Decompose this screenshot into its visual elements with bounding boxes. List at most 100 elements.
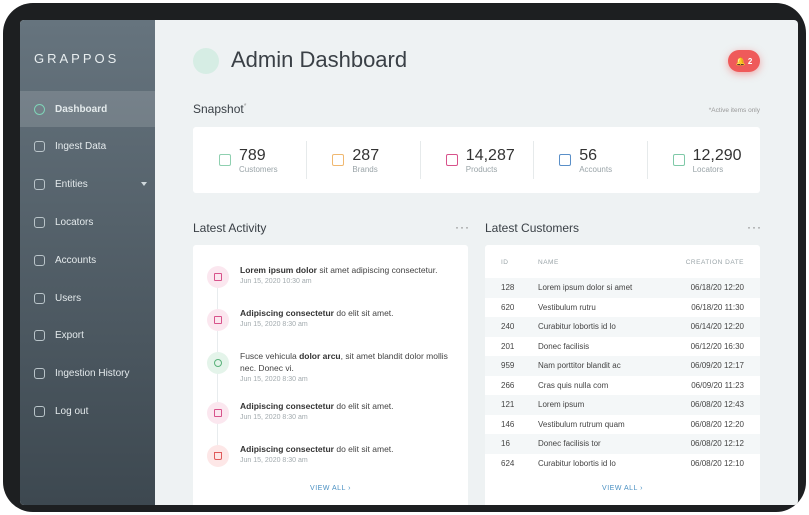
menu-icon [34,292,45,304]
menu-item[interactable]: Dashboard [20,91,155,127]
cell: 624 [501,458,515,468]
menu-item[interactable]: Users [20,280,155,316]
cell: Vestibulum rutrum quam [538,419,625,429]
text-part: Adipiscing consectetur [240,308,334,318]
activity-icon [207,445,229,467]
cell: Lorem ipsum dolor si amet [538,283,633,293]
screen: GRAPPOS Dashboard Ingest Data Entities Loca… [20,20,798,505]
customers-more[interactable]: ··· [747,220,762,234]
customers-card: ID NAME CREATION DATE 128 Lorem ipsum dolor … [485,245,760,505]
divider [306,141,308,179]
stat-value: 789 [239,146,266,164]
text-part: Adipiscing consectetur [240,401,334,411]
menu-item[interactable]: Ingest Data [20,129,155,165]
menu-label: Accounts [55,254,97,266]
notification-count: 2 [747,56,753,66]
table-row: 620 Vestibulum rutru 06/18/20 11:30 [485,298,760,318]
activity-date: Jun 15, 2020 8:30 am [240,376,308,383]
menu-icon [34,254,45,266]
cell: 06/14/20 12:20 [690,322,744,332]
sidebar: GRAPPOS Dashboard Ingest Data Entities Loca… [20,20,155,505]
menu-item[interactable]: Locators [20,204,155,240]
stat-text: 789 Customers [239,147,278,174]
stat-label: Locators [692,164,724,174]
column-header: CREATION DATE [685,259,744,267]
stat-value: 14,287 [465,146,515,164]
activity-item: Fusce vehicula dolor arcu, sit amet blan… [240,350,455,385]
cell: Donec facilisis [538,341,590,351]
menu-item[interactable]: Export [20,318,155,354]
menu-icon [34,368,45,380]
activity-card: Lorem ipsum dolor sit amet adipiscing co… [193,245,468,505]
table-row: 240 Curabitur lobortis id lo 06/14/20 12:2… [485,317,760,337]
activity-icon [207,309,229,331]
cell: 06/08/20 12:43 [690,400,744,410]
activity-icon [207,352,229,374]
text-part: sit amet adipiscing consectetur. [316,265,438,275]
menu-icon [34,330,45,342]
table-row: 201 Donec facilisis 06/12/20 16:30 [485,337,760,357]
cell: 06/08/20 12:12 [690,439,744,449]
icon-glyph [214,452,222,460]
menu-item[interactable]: Entities [20,167,155,203]
divider [419,141,421,179]
menu-label: Dashboard [55,103,108,115]
stat-icon [219,154,231,166]
stat: 789 Customers [193,127,306,193]
page-title: Admin Dashboard [231,47,408,72]
table-row: 266 Cras quis nulla com 06/09/20 11:23 [485,376,760,396]
menu-label: Log out [55,405,89,417]
activity-date: Jun 15, 2020 10:30 am [240,278,312,285]
activity-text: Adipiscing consectetur do elit sit amet. [240,400,455,412]
snapshot-note: *Active items only [708,107,760,114]
notification-badge[interactable]: 🔔 2 [728,50,760,72]
activity-item: Adipiscing consectetur do elit sit amet.… [240,307,455,330]
menu-item[interactable]: Accounts [20,242,155,278]
cell: Curabitur lobortis id lo [538,458,616,468]
stat-text: 56 Accounts [579,147,612,174]
view-all[interactable]: VIEW ALL › [602,485,643,492]
text-part: Adipiscing consectetur [240,444,334,454]
column-header: NAME [538,259,559,267]
stat-value: 56 [579,146,597,164]
table-row: 146 Vestibulum rutrum quam 06/08/20 12:20 [485,415,760,435]
menu-label: Ingest Data [55,141,107,153]
menu-label: Entities [55,179,88,191]
view-all[interactable]: VIEW ALL › [310,485,351,492]
stat-icon [672,154,685,166]
cell: 06/18/20 11:30 [691,302,744,312]
stat: 56 Accounts [533,127,646,193]
cell: 06/09/20 12:17 [690,361,744,371]
stat-value: 287 [352,146,380,164]
stat-text: 14,287 Products [466,147,515,174]
cell: 06/18/20 12:20 [690,283,744,293]
cell: Lorem ipsum [538,400,585,410]
menu-item[interactable]: Log out [20,393,155,429]
activity-more[interactable]: ··· [455,220,470,234]
table-row: 121 Lorem ipsum 06/08/20 12:43 [485,395,760,415]
menu-item[interactable]: Ingestion History [20,356,155,392]
cell: 06/09/20 11:23 [691,380,744,390]
text-part: , sit amet blandit dolor mollis nec. Don… [240,351,448,373]
stat-text: 287 Brands [352,147,379,174]
activity-title: Latest Activity [193,221,267,235]
table-row: 959 Nam porttitor blandit ac 06/09/20 12:1… [485,356,760,376]
cell: Nam porttitor blandit ac [538,361,621,371]
stat: 287 Brands [306,127,419,193]
text-part: do elit sit amet. [334,444,394,454]
menu-icon [34,216,45,228]
column-header: ID [501,259,509,267]
activity-icon [207,266,229,288]
cell: 121 [501,400,515,410]
cell: 620 [501,302,515,312]
title-icon [193,48,219,74]
stat-icon [445,154,458,166]
menu-icon [34,103,45,115]
text-part: Fusce vehicula [240,351,300,361]
activity-text: Adipiscing consectetur do elit sit amet. [240,307,455,319]
customers-title: Latest Customers [485,221,580,235]
stat-label: Products [465,164,498,174]
menu-icon [34,405,45,417]
menu-label: Ingestion History [55,368,130,380]
cell: 06/08/20 12:10 [690,458,744,468]
